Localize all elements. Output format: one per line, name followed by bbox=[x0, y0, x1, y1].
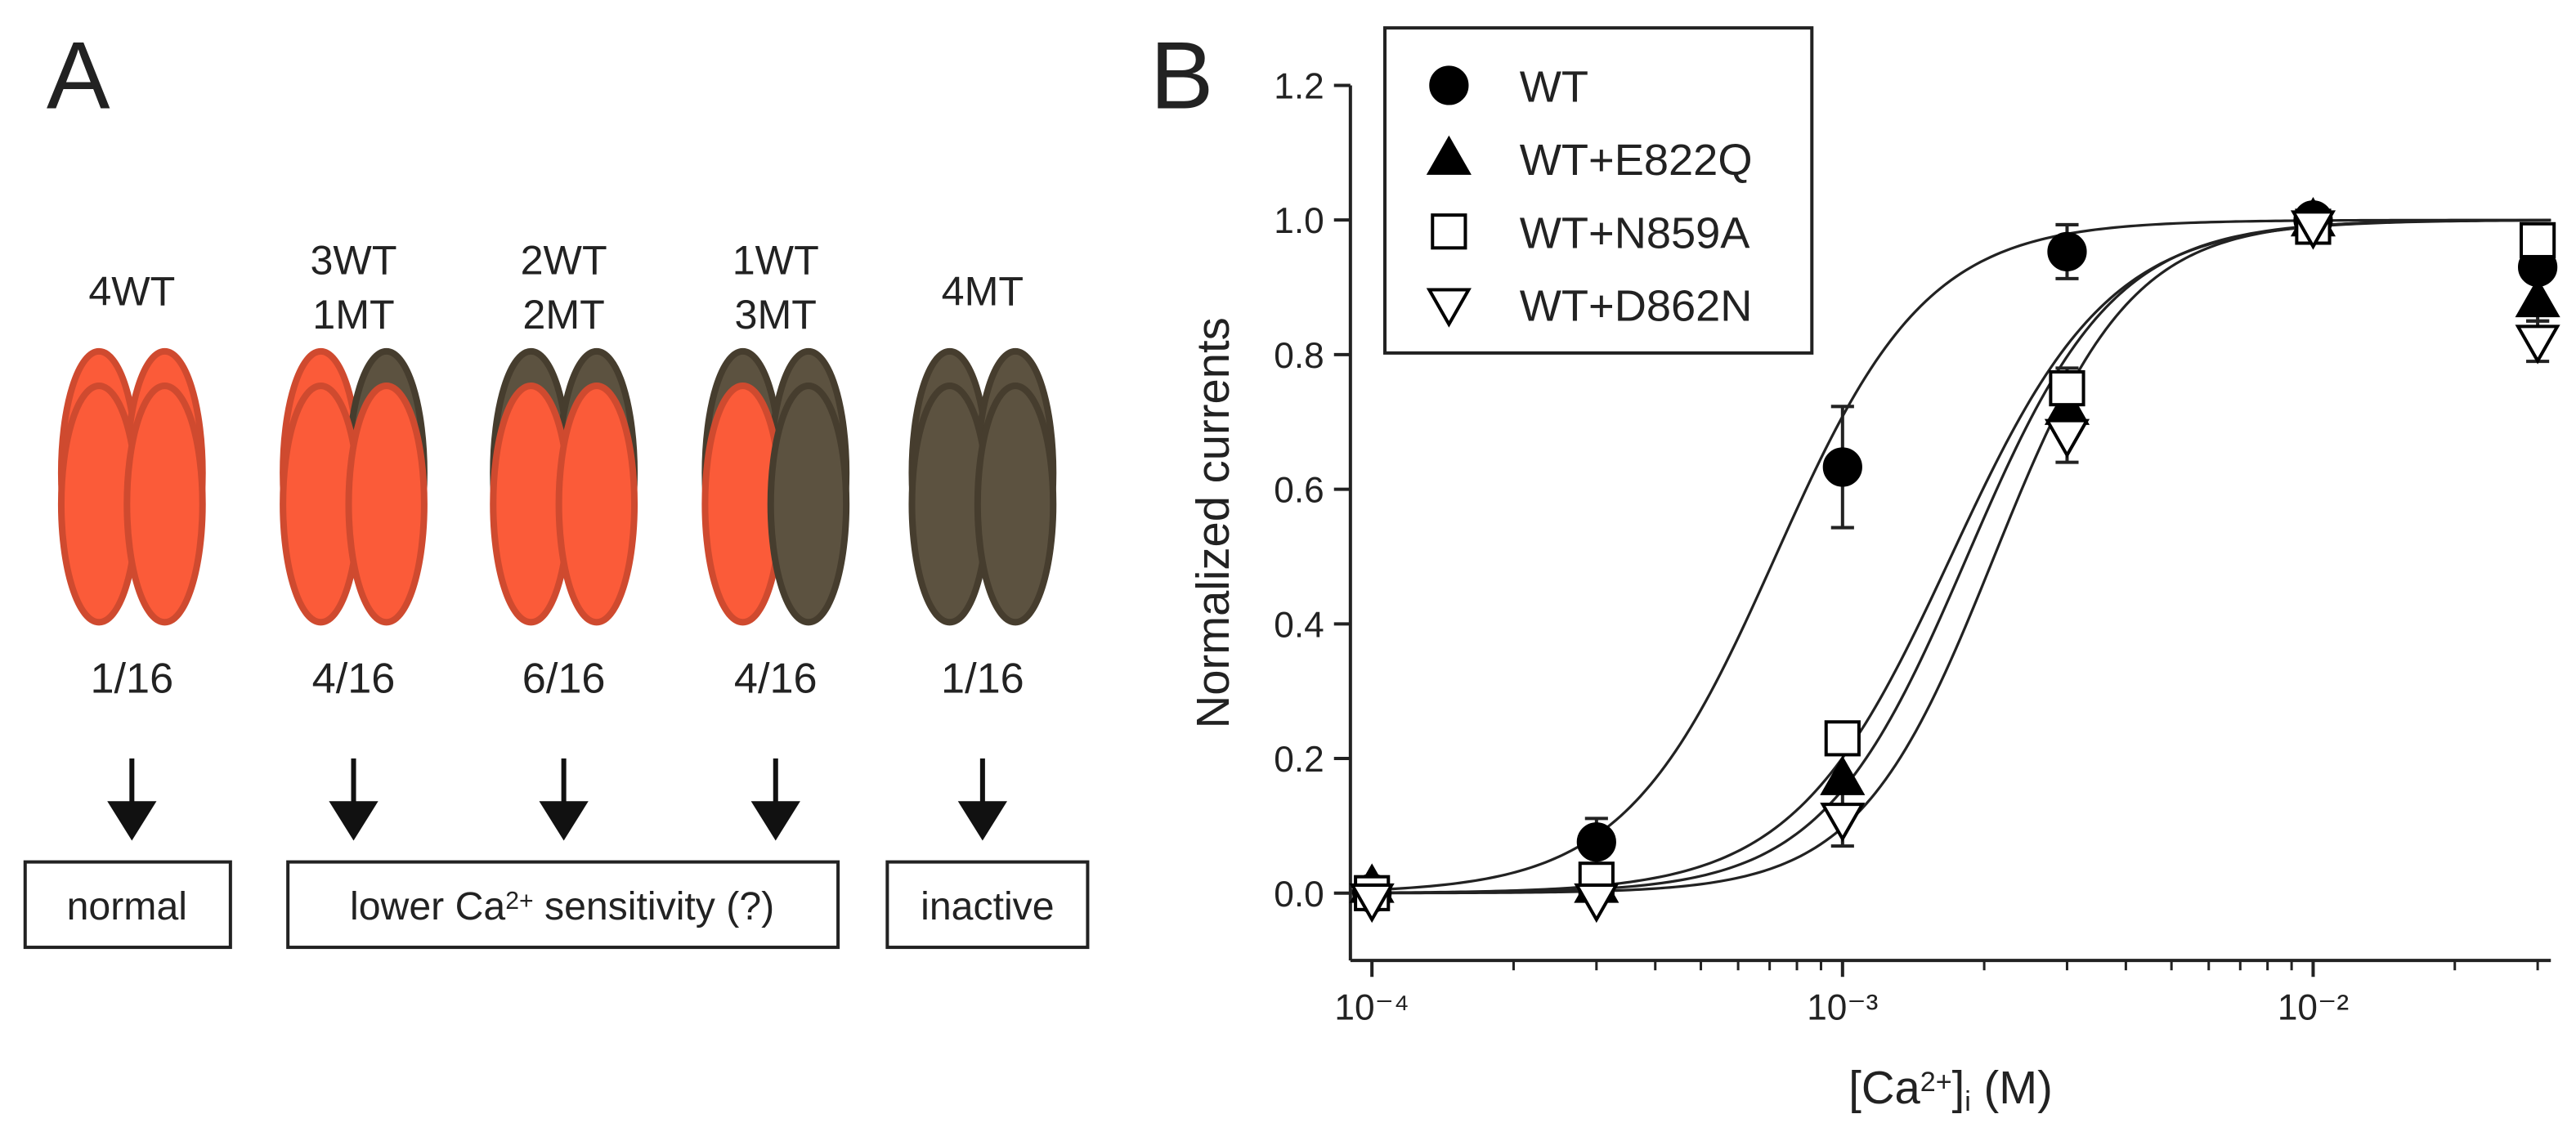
arrow-head bbox=[107, 801, 157, 841]
data-point bbox=[1820, 803, 1866, 843]
y-tick-label: 0.4 bbox=[1274, 605, 1324, 645]
outcome-text: 2+ bbox=[505, 887, 533, 914]
data-point bbox=[2515, 324, 2560, 365]
y-tick-label: 0.6 bbox=[1274, 471, 1324, 511]
legend-marker bbox=[1431, 213, 1467, 250]
x-tick-label: 10⁻⁴ bbox=[1334, 987, 1409, 1027]
subunit bbox=[974, 383, 1057, 626]
arrow-head bbox=[539, 801, 589, 841]
genotype-label: 1WT bbox=[732, 237, 819, 283]
y-tick-label: 0.8 bbox=[1274, 336, 1324, 376]
genotype-label: 2WT bbox=[521, 237, 607, 283]
genotype-label: 4MT bbox=[942, 269, 1024, 315]
outcome-label: normal bbox=[67, 884, 187, 928]
fraction-label: 1/16 bbox=[91, 655, 174, 703]
data-point bbox=[1574, 883, 1620, 924]
legend-marker bbox=[1426, 135, 1472, 175]
data-point bbox=[1349, 883, 1395, 924]
outcome-text: lower Ca bbox=[350, 884, 505, 928]
subunit bbox=[767, 383, 850, 626]
arrow-head bbox=[957, 801, 1007, 841]
legend-label: WT+D862N bbox=[1520, 282, 1753, 331]
data-point bbox=[2047, 231, 2087, 271]
fraction-label: 4/16 bbox=[312, 655, 396, 703]
fraction-label: 1/16 bbox=[941, 655, 1024, 703]
x-axis-label-part: 2+ bbox=[1920, 1067, 1952, 1098]
outcome-label: inactive bbox=[921, 884, 1054, 928]
x-axis-label: [Ca2+]i (M) bbox=[1848, 1062, 2053, 1117]
data-point bbox=[1576, 822, 1616, 862]
outcome-text: sensitivity (?) bbox=[534, 884, 775, 928]
outcome-text: inactive bbox=[921, 884, 1054, 928]
genotype-label: 3MT bbox=[735, 292, 817, 338]
fraction-label: 6/16 bbox=[522, 655, 606, 703]
subunit bbox=[123, 383, 206, 626]
data-point bbox=[2515, 277, 2560, 318]
arrow-head bbox=[329, 801, 379, 841]
data-point bbox=[2290, 210, 2336, 250]
genotype-label: 3WT bbox=[311, 237, 397, 283]
panel-label: B bbox=[1150, 23, 1214, 129]
outcome-box bbox=[286, 860, 840, 950]
x-tick-label: 10⁻³ bbox=[1807, 987, 1878, 1027]
legend-marker bbox=[1429, 65, 1469, 105]
panel-label: A bbox=[47, 23, 110, 129]
x-axis-label-part: (M) bbox=[1971, 1062, 2053, 1113]
arrow-head bbox=[750, 801, 800, 841]
outcome-text: normal bbox=[67, 884, 187, 928]
y-axis-label: Normalized currents bbox=[1187, 317, 1239, 728]
x-axis-label-part: [Ca bbox=[1848, 1062, 1920, 1113]
legend-label: WT+E822Q bbox=[1520, 136, 1753, 185]
data-point bbox=[2049, 369, 2085, 407]
y-tick-label: 1.0 bbox=[1274, 201, 1324, 241]
legend-label: WT bbox=[1520, 63, 1588, 112]
fit-curve bbox=[1350, 218, 2551, 893]
data-point bbox=[1822, 447, 1862, 487]
legend-label: WT+N859A bbox=[1520, 208, 1751, 257]
outcome-box bbox=[885, 860, 1090, 950]
y-tick-label: 1.2 bbox=[1274, 67, 1324, 107]
data-point bbox=[2520, 221, 2556, 258]
y-tick-label: 0.2 bbox=[1274, 740, 1324, 780]
subunit bbox=[555, 383, 638, 626]
y-tick-label: 0.0 bbox=[1274, 875, 1324, 915]
subunit bbox=[345, 383, 428, 626]
x-axis-label-part: ] bbox=[1952, 1062, 1965, 1113]
outcome-label: lower Ca2+ sensitivity (?) bbox=[350, 884, 774, 928]
genotype-label: 1MT bbox=[312, 292, 394, 338]
genotype-label: 2MT bbox=[522, 292, 604, 338]
fraction-label: 4/16 bbox=[734, 655, 818, 703]
data-point bbox=[2044, 418, 2090, 459]
x-axis-label-part: i bbox=[1964, 1085, 1971, 1116]
x-tick-label: 10⁻² bbox=[2278, 987, 2349, 1027]
data-point bbox=[1820, 755, 1866, 795]
outcome-box bbox=[23, 860, 232, 950]
fit-curve bbox=[1350, 218, 2551, 895]
genotype-label: 4WT bbox=[88, 269, 175, 315]
legend-marker bbox=[1426, 288, 1472, 328]
data-point bbox=[1824, 720, 1861, 757]
